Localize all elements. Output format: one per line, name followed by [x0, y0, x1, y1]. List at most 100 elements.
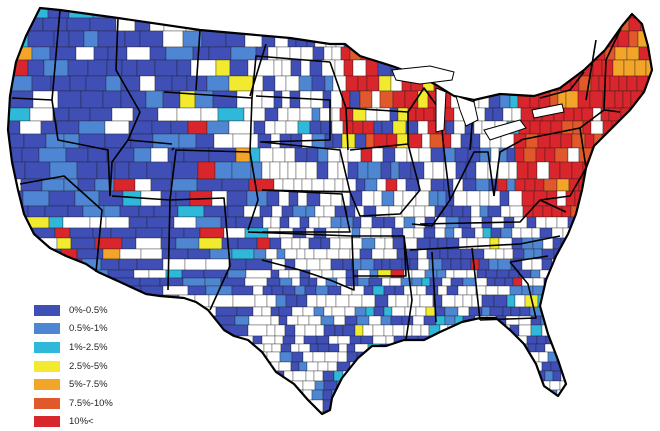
county-cell — [342, 324, 356, 337]
county-cell — [152, 8, 177, 19]
county-cell — [253, 248, 267, 260]
county-cell — [365, 370, 376, 382]
county-cell — [127, 399, 145, 413]
county-cell — [8, 380, 32, 391]
county-cell — [445, 269, 455, 279]
county-cell — [389, 277, 402, 287]
county-cell — [648, 399, 652, 413]
county-cell — [238, 361, 254, 372]
county-cell — [485, 399, 495, 413]
county-cell — [509, 205, 524, 218]
county-cell — [56, 120, 80, 135]
county-cell — [131, 351, 156, 363]
county-cell — [516, 161, 529, 180]
county-cell — [292, 227, 307, 239]
county-cell — [563, 294, 578, 308]
county-cell — [617, 30, 630, 48]
county-cell — [573, 248, 588, 260]
county-cell — [575, 258, 588, 271]
county-cell — [406, 351, 420, 363]
county-cell — [314, 380, 325, 391]
county-cell — [299, 216, 310, 229]
county-cell — [554, 30, 568, 48]
county-cell — [420, 324, 430, 337]
county-cell — [110, 227, 137, 239]
county-cell — [390, 17, 405, 32]
county-cell — [598, 227, 610, 239]
county-cell — [252, 335, 263, 345]
county-cell — [611, 258, 624, 271]
county-cell — [8, 370, 33, 382]
county-cell — [291, 237, 301, 250]
county-cell — [405, 380, 419, 391]
county-cell — [454, 147, 469, 163]
county-cell — [514, 178, 526, 192]
county-cell — [290, 361, 300, 372]
county-cell — [133, 269, 150, 279]
county-cell — [500, 227, 513, 239]
county-cell — [151, 120, 172, 135]
county-cell — [502, 107, 513, 122]
county-cell — [527, 161, 538, 180]
county-cell — [270, 17, 284, 32]
county-cell — [212, 90, 238, 109]
county-cell — [547, 17, 560, 32]
county-cell — [498, 237, 513, 250]
county-cell — [613, 8, 628, 19]
county-cell — [371, 147, 384, 163]
county-cell — [618, 75, 628, 92]
county-cell — [555, 306, 565, 317]
county-cell — [602, 285, 612, 296]
county-cell — [372, 389, 387, 401]
county-cell — [331, 107, 341, 122]
county-cell — [580, 361, 590, 372]
county-cell — [373, 258, 383, 271]
county-cell — [345, 75, 359, 92]
county-cell — [139, 30, 164, 48]
county-cell — [235, 147, 251, 163]
county-cell — [451, 205, 464, 218]
county-cell — [486, 380, 497, 391]
county-cell — [360, 216, 373, 229]
county-cell — [80, 90, 104, 109]
county-cell — [439, 335, 449, 345]
county-cell — [552, 399, 567, 413]
county-cell — [19, 120, 42, 135]
county-cell — [363, 285, 374, 296]
county-cell — [209, 8, 236, 19]
county-cell — [421, 277, 431, 287]
county-cell — [316, 335, 330, 345]
county-cell — [380, 315, 392, 326]
county-cell — [535, 399, 545, 413]
county-cell — [586, 258, 596, 271]
county-cell — [389, 258, 403, 271]
county-cell — [286, 315, 299, 326]
national-border — [6, 6, 654, 416]
county-cell — [234, 8, 257, 19]
county-cell — [8, 335, 28, 345]
county-cell — [462, 294, 473, 308]
county-cell — [406, 30, 420, 48]
county-cell — [651, 294, 652, 308]
county-cell — [41, 258, 61, 271]
county-cell — [316, 277, 327, 287]
county-cell — [67, 59, 89, 77]
county-cell — [522, 205, 534, 218]
county-cell — [300, 17, 310, 32]
county-cell — [256, 399, 266, 413]
county-cell — [233, 399, 258, 413]
county-cell — [320, 315, 335, 326]
county-cell — [649, 46, 652, 61]
county-cell — [360, 258, 375, 271]
legend-item: 1%-2.5% — [34, 338, 113, 357]
county-cell — [470, 17, 485, 32]
county-cell — [170, 120, 189, 135]
county-cell — [600, 178, 615, 192]
county-cell — [347, 411, 360, 414]
county-cell — [628, 315, 639, 326]
county-cell — [516, 59, 530, 77]
county-cell — [248, 315, 272, 326]
county-cell — [502, 306, 512, 317]
county-cell — [197, 343, 218, 353]
county-cell — [509, 285, 523, 296]
